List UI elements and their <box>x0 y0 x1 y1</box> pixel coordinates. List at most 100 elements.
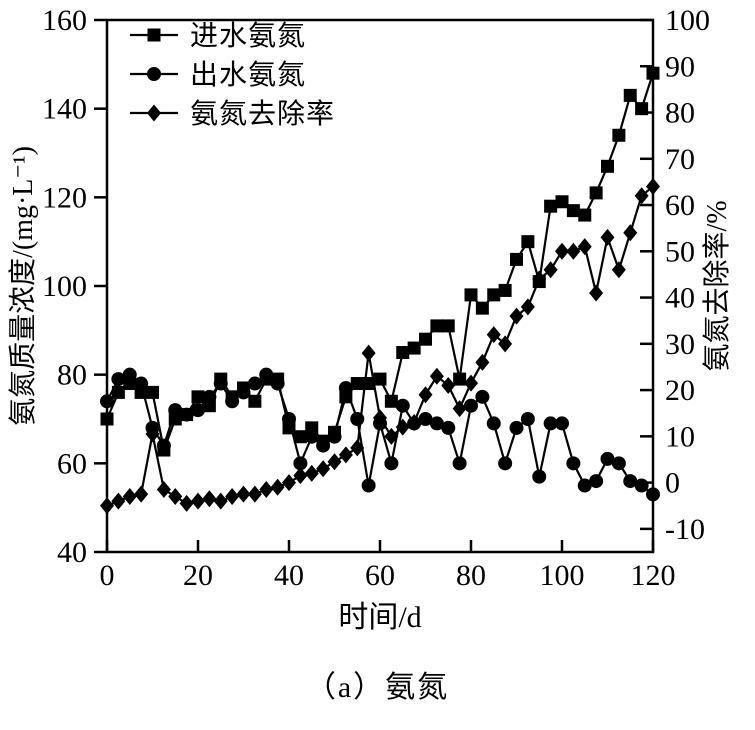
series-2-point-marker-diamond <box>486 326 501 344</box>
legend-marker-diamond <box>147 104 161 122</box>
series-1-point-marker-circle <box>304 429 319 444</box>
series-2-point-marker-diamond <box>418 386 433 404</box>
left-axis-title: 氨氮质量浓度/(mg·L⁻¹) <box>7 146 39 426</box>
right-axis-tick-label: 70 <box>665 143 695 176</box>
legend-label-1: 出水氨氮 <box>190 59 306 91</box>
series-1-point-marker-circle <box>202 389 217 404</box>
series-1-point-marker-circle <box>156 438 171 453</box>
series-2-point-marker-diamond <box>247 485 262 503</box>
series-0-point-marker-square <box>430 319 444 333</box>
series-2-point-marker-diamond <box>623 224 638 242</box>
series-2-point-marker-diamond <box>577 238 592 256</box>
series-2-point-marker-diamond <box>452 400 467 418</box>
x-axis-tick-label: 80 <box>456 559 486 592</box>
series-2-point-marker-diamond <box>532 270 547 288</box>
series-1-point-marker-circle <box>100 394 114 409</box>
series-1-point-marker-circle <box>532 469 547 484</box>
x-axis-tick-label: 120 <box>631 559 676 592</box>
left-axis-tick-label: 100 <box>42 270 87 303</box>
series-2-point-marker-diamond <box>646 178 660 196</box>
series-0-point-marker-square <box>487 288 501 302</box>
series-2-point-marker-diamond <box>361 344 376 362</box>
right-axis-tick-label: 0 <box>665 467 680 500</box>
series-1-point-marker-circle <box>429 416 444 431</box>
right-axis-tick-label: 100 <box>665 4 710 37</box>
x-axis-tick-label: 100 <box>540 559 585 592</box>
series-2-point-marker-diamond <box>100 497 114 515</box>
series-2-point-marker-diamond <box>122 487 137 505</box>
series-2-point-marker-diamond <box>475 353 490 371</box>
series-0-point-marker-square <box>635 102 649 116</box>
series-0-point-marker-square <box>464 288 478 302</box>
series-2-point-marker-diamond <box>634 187 649 205</box>
x-axis-tick-label: 60 <box>365 559 395 592</box>
series-2-point-marker-diamond <box>293 467 308 485</box>
x-axis-tick-label: 20 <box>183 559 213 592</box>
series-2-point-marker-diamond <box>145 425 160 443</box>
right-axis-tick-label: 20 <box>665 374 695 407</box>
series-0-point-marker-square <box>100 412 114 426</box>
series-2-point-marker-diamond <box>156 481 171 499</box>
series-0-point-marker-square <box>578 208 592 222</box>
series-1-point-marker-circle <box>213 376 228 391</box>
series-1-point-marker-circle <box>247 376 262 391</box>
series-0-point-marker-square <box>396 346 410 359</box>
series-0-point-marker-square <box>293 430 307 444</box>
series-0-point-marker-square <box>407 341 421 355</box>
legend-marker-square <box>147 28 161 42</box>
plot-frame <box>105 18 655 554</box>
series-1-point-marker-circle <box>316 438 331 453</box>
right-axis-tick-label: 10 <box>665 420 695 453</box>
series-2-point-marker-diamond <box>395 418 410 436</box>
ammonia-nitrogen-chart: 0 20 40 60 80 100 120 40 60 80 100 120 140 160 -10 0 10 2… <box>7 4 733 634</box>
series-1-point-marker-circle <box>236 385 251 400</box>
series-2-point-marker-diamond <box>316 460 331 478</box>
series-0-point-marker-square <box>601 159 614 173</box>
series-0-point-marker-square <box>350 377 364 391</box>
legend-label-0: 进水氨氮 <box>190 20 306 52</box>
right-axis-tick-label: 50 <box>665 235 695 268</box>
right-axis-tick-label: 90 <box>665 50 695 83</box>
series-0-point-marker-square <box>373 372 387 386</box>
series-2-point-marker-diamond <box>270 478 285 496</box>
series-1-point-marker-circle <box>191 403 205 418</box>
series-1-point-marker-circle <box>293 456 308 471</box>
series-0-point-marker-square <box>419 332 432 346</box>
right-axis-tick-label: 30 <box>665 328 695 361</box>
series-2-point-marker-diamond <box>225 487 240 505</box>
series-1-point-marker-circle <box>611 456 626 471</box>
series-2-point-marker-diamond <box>555 242 569 260</box>
series-1-point-marker-circle <box>441 420 456 435</box>
series-2-point-marker-diamond <box>168 487 183 505</box>
series-1-point-marker-circle <box>282 412 296 426</box>
series-1-point-marker-circle <box>384 456 399 471</box>
series-0-point-marker-square <box>510 252 523 266</box>
series-2-point-marker-diamond <box>350 439 365 457</box>
series-1-point-marker-circle <box>555 416 569 431</box>
series-2-point-marker-diamond <box>327 453 342 471</box>
series-0-point-marker-square <box>646 66 660 80</box>
series-0-point-marker-square <box>566 204 580 218</box>
series-2-point-marker-diamond <box>236 485 251 503</box>
series-2-point-marker-diamond <box>179 494 194 512</box>
figure-caption: （a）氨氮 <box>305 671 450 704</box>
series-1-point-marker-circle <box>338 380 353 395</box>
series-2-point-marker-diamond <box>498 335 513 353</box>
series-2-point-marker-diamond <box>464 374 478 392</box>
series-1-point-marker-circle <box>486 416 501 431</box>
series-0-point-marker-square <box>521 235 535 249</box>
series-0-point-marker-square <box>441 319 455 333</box>
x-axis-tick-label: 0 <box>100 559 115 592</box>
series-2-point-marker-diamond <box>202 490 217 508</box>
series-2-point-marker-diamond <box>600 228 615 246</box>
series-2-point-marker-diamond <box>441 376 456 394</box>
series-1-point-marker-circle <box>179 407 194 422</box>
series-1-point-marker-circle <box>111 372 126 387</box>
left-axis-tick-label: 40 <box>57 536 87 569</box>
left-axis-tick-label: 120 <box>42 181 87 214</box>
series-1-point-marker-circle <box>475 389 490 404</box>
series-line-0 <box>105 72 655 452</box>
series-2-point-marker-diamond <box>566 242 581 260</box>
series-1-point-marker-circle <box>566 456 581 471</box>
